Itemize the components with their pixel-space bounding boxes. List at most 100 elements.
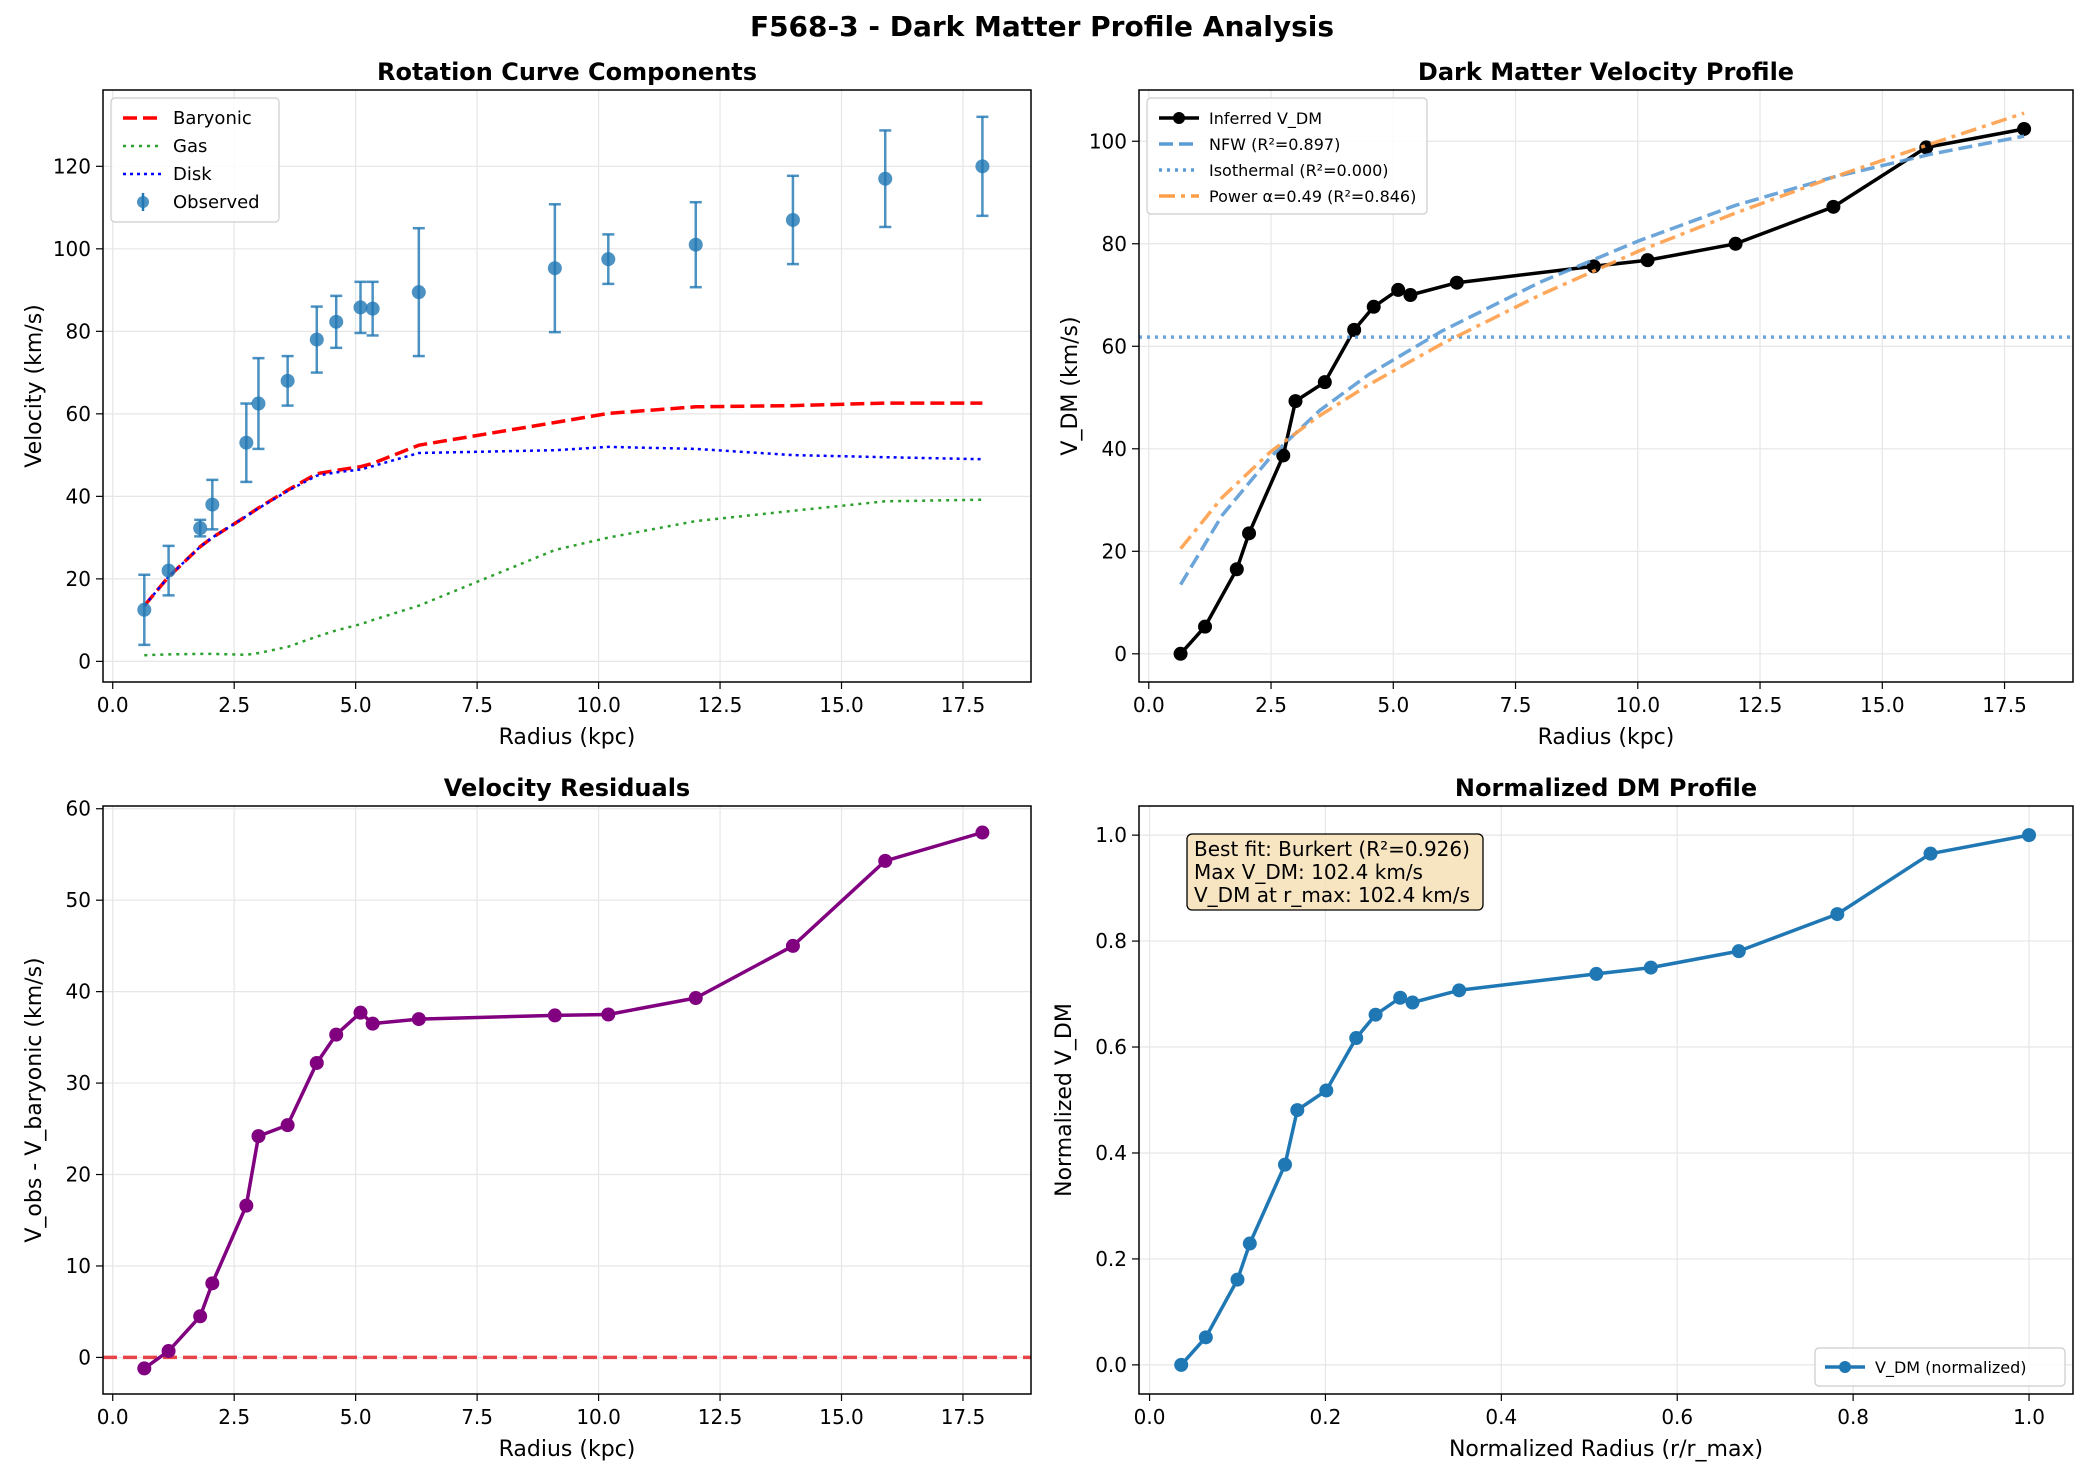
observed-point [975,159,990,174]
inferred-v-dm-point [2017,121,2032,136]
x-axis-label: Radius (kpc) [499,1437,636,1462]
v-dm-normalized-point [1242,1236,1257,1251]
x-tick-label: 0.0 [1134,1405,1166,1429]
y-tick-label: 20 [66,567,91,591]
observed-point [411,285,426,300]
y-tick-label: 0 [1114,642,1127,666]
legend-label: Disk [173,164,212,185]
x-tick-label: 17.5 [941,1405,986,1429]
residual-point [601,1007,616,1022]
x-tick-label: 5.0 [1377,693,1409,717]
x-tick-label: 7.5 [1500,693,1532,717]
x-tick-label: 0.2 [1310,1405,1342,1429]
residual-point [239,1198,254,1213]
residual-point [251,1129,266,1144]
x-tick-label: 5.0 [340,693,372,717]
v-dm-normalized-point [1589,966,1604,981]
x-tick-label: 7.5 [461,1405,493,1429]
y-tick-label: 60 [66,402,91,426]
y-axis-label: V_DM (km/s) [1058,316,1083,455]
x-axis-label: Normalized Radius (r/r_max) [1449,1437,1763,1462]
panel-title: Velocity Residuals [444,774,690,802]
legend-label: Isothermal (R²=0.000) [1209,161,1389,180]
y-tick-label: 40 [66,484,91,508]
axes-frame [1138,89,2074,683]
annotation-line: Max V_DM: 102.4 km/s [1194,860,1423,884]
x-tick-label: 10.0 [1616,693,1661,717]
observed-point [205,497,220,512]
v-dm-normalized-point [1830,907,1845,922]
inferred-v-dm-point [1826,199,1841,214]
observed-point [251,396,266,411]
observed-point [878,171,893,186]
y-tick-label: 0 [78,1345,91,1369]
v-dm-normalized-point [1198,1330,1213,1345]
x-tick-label: 2.5 [218,693,250,717]
axes-frame [102,805,1032,1395]
x-tick-label: 5.0 [340,1405,372,1429]
x-tick-label: 15.0 [819,1405,864,1429]
observed-point [365,301,380,316]
y-tick-label: 60 [1102,334,1127,358]
legend-label: Baryonic [173,108,252,129]
residual-point [137,1361,152,1376]
v-dm-normalized-point [1452,983,1467,998]
y-tick-label: 20 [66,1163,91,1187]
x-tick-label: 0.0 [97,693,129,717]
observed-point [353,300,368,315]
x-tick-label: 12.5 [698,1405,743,1429]
x-tick-label: 2.5 [218,1405,250,1429]
legend-label: Power α=0.49 (R²=0.846) [1209,187,1416,206]
legend-box [1146,97,1428,215]
legend-label: Observed [173,192,260,213]
plot-area [137,115,990,657]
x-tick-label: 0.0 [1133,693,1165,717]
x-tick-label: 17.5 [941,693,986,717]
y-tick-label: 10 [66,1254,91,1278]
observed-point [329,314,344,329]
residual-point [353,1005,368,1020]
v-dm-normalized-point [1349,1031,1364,1046]
annotation-box [1186,833,1484,911]
inferred-v-dm-point [1391,282,1406,297]
v-dm-normalized-point [1923,846,1938,861]
residual-point [280,1118,295,1133]
y-tick-label: 100 [53,237,91,261]
y-tick-label: 40 [1102,437,1127,461]
y-tick-label: 50 [66,888,91,912]
inferred-v-dm-point [1229,562,1244,577]
y-tick-label: 80 [1102,232,1127,256]
y-axis-label: V_obs - V_baryonic (km/s) [22,957,47,1242]
plot-area [103,825,1031,1376]
x-tick-label: 12.5 [1738,693,1783,717]
legend-swatch-marker [137,196,149,208]
x-tick-label: 10.0 [576,1405,621,1429]
v-dm-normalized-point [1319,1083,1334,1098]
observed-point [547,261,562,276]
x-axis-label: Radius (kpc) [1538,725,1675,750]
residual-point [365,1016,380,1031]
residual-point [547,1008,562,1023]
y-axis-label: Velocity (km/s) [22,304,47,468]
v-dm-normalized-point [1643,960,1658,975]
gas-line [144,498,983,657]
x-tick-label: 2.5 [1255,693,1287,717]
inferred-v-dm-point [1173,646,1188,661]
x-tick-label: 15.0 [819,693,864,717]
legend-label: NFW (R²=0.897) [1209,135,1340,154]
v-dm-normalized-point [1405,995,1420,1010]
observed-point [688,237,703,252]
legend-label: Gas [173,136,207,157]
inferred-v-dm-point [1919,140,1934,155]
y-axis-label: Normalized V_DM [1052,1003,1077,1197]
x-tick-label: 0.4 [1485,1405,1517,1429]
x-tick-label: 0.6 [1661,1405,1693,1429]
legend-label: V_DM (normalized) [1875,1358,2027,1378]
inferred-v-dm-point [1728,236,1743,251]
observed-point [137,602,152,617]
observed-point [309,332,324,347]
x-tick-label: 0.0 [97,1405,129,1429]
y-tick-label: 0.2 [1095,1247,1127,1271]
inferred-v-dm-point [1640,253,1655,268]
